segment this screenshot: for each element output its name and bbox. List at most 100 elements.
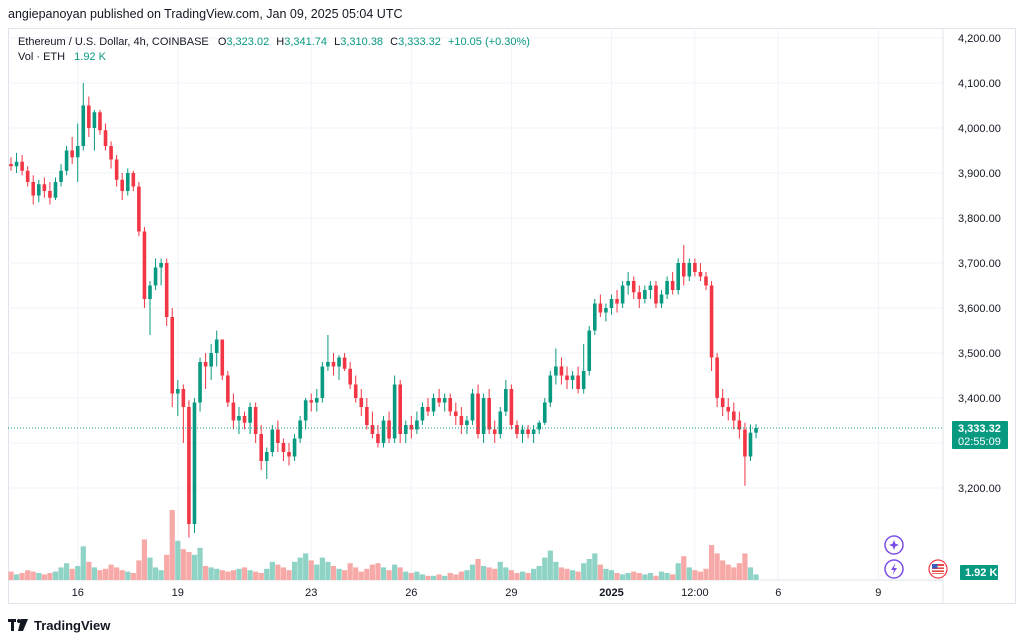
candle-body	[442, 398, 447, 403]
volume-bar	[325, 561, 331, 580]
candle-body	[654, 285, 658, 304]
symbol-title[interactable]: Ethereum / U.S. Dollar, 4h, COINBASE	[18, 36, 209, 48]
candlestick-chart[interactable]: 3,200.003,300.003,400.003,500.003,600.00…	[8, 28, 1016, 604]
low-label: L	[334, 36, 341, 48]
volume-bar	[403, 571, 409, 580]
candle-body	[198, 362, 202, 403]
open-label: O	[217, 36, 227, 48]
price-tick-label: 3,400.00	[958, 393, 1001, 405]
volume-bar	[69, 568, 75, 580]
volume-bar	[708, 545, 715, 580]
candle-body	[587, 330, 592, 371]
candle-body	[337, 357, 341, 367]
volume-bar	[647, 573, 653, 580]
volume-bar	[597, 564, 603, 580]
candle-body	[643, 290, 647, 299]
volume-tag-value: 1.92 K	[965, 567, 997, 579]
volume-bar	[175, 540, 181, 580]
chart-frame[interactable]	[8, 28, 1016, 604]
candle-body	[9, 164, 13, 167]
volume-bar	[581, 563, 587, 580]
candle-body	[387, 420, 391, 439]
volume-bar	[486, 567, 492, 580]
volume-bar	[303, 553, 309, 580]
candle-body	[509, 389, 514, 425]
candle-body	[709, 285, 714, 358]
candle-body	[631, 281, 636, 293]
volume-bar	[358, 571, 364, 580]
volume-bar	[386, 570, 392, 580]
volume-bar	[653, 575, 659, 580]
volume-bar	[442, 575, 448, 580]
volume-bar	[636, 573, 642, 580]
volume-bar	[492, 568, 498, 580]
candle-body	[264, 452, 269, 461]
candle-body	[637, 292, 642, 299]
candle-body	[20, 161, 24, 171]
candle-body	[581, 371, 586, 389]
publish-line: angiepanoyan published on TradingView.co…	[8, 7, 403, 21]
volume-bar	[180, 549, 186, 580]
volume-bar	[408, 573, 414, 580]
candle-body	[748, 432, 753, 457]
candle-body	[681, 263, 686, 277]
candle-body	[415, 420, 419, 430]
volume-bar	[158, 570, 164, 580]
candle-body	[392, 384, 397, 439]
us-flag-icon[interactable]	[928, 559, 948, 579]
volume-bar	[681, 556, 687, 580]
volume-bar	[464, 570, 470, 580]
volume-bar	[364, 568, 370, 580]
last-price-value: 3,333.32	[958, 423, 1001, 435]
candle-body	[270, 429, 275, 452]
candle-body	[665, 281, 669, 295]
candle-body	[348, 368, 352, 385]
candle-body	[409, 425, 414, 430]
candle-body	[515, 425, 519, 434]
volume-bar	[13, 574, 20, 580]
candle-body	[231, 402, 236, 421]
volume-bar	[130, 573, 136, 580]
volume-bar	[642, 574, 648, 580]
volume-bar	[519, 571, 526, 580]
price-tick-label: 4,000.00	[958, 123, 1001, 135]
volume-bar	[152, 567, 159, 580]
candle-body	[192, 402, 197, 524]
candle-body	[125, 173, 130, 191]
change-value: +10.05 (+0.30%)	[447, 36, 530, 48]
candle-body	[131, 173, 136, 187]
volume-bar	[664, 573, 670, 580]
compass-star-icon[interactable]	[884, 535, 904, 555]
candle-body	[693, 263, 697, 272]
candle-body	[25, 170, 30, 182]
candle-body	[253, 407, 258, 434]
time-tick-label: 26	[405, 587, 417, 599]
lightning-icon[interactable]	[884, 559, 904, 579]
volume-bar	[430, 575, 437, 580]
candle-body	[315, 398, 319, 403]
chart-legend: Ethereum / U.S. Dollar, 4h, COINBASE O3,…	[18, 35, 530, 65]
volume-bar	[525, 573, 531, 580]
volume-bar	[86, 561, 92, 580]
volume-bar	[225, 571, 231, 580]
candle-body	[598, 303, 603, 313]
candle-body	[220, 339, 225, 376]
volume-bar	[553, 561, 559, 580]
volume-bar	[236, 568, 242, 580]
candle-body	[342, 357, 347, 369]
candle-body	[298, 420, 302, 439]
volume-bar	[164, 554, 170, 580]
volume-bar	[219, 570, 225, 580]
candle-body	[276, 429, 280, 443]
time-tick-label: 12:00	[681, 587, 709, 599]
candle-body	[431, 398, 436, 412]
candle-body	[376, 434, 380, 443]
volume-bar	[19, 573, 25, 580]
time-tick-label: 19	[172, 587, 184, 599]
legend-volume-row: Vol · ETH 1.92 K	[18, 50, 530, 65]
volume-bar	[380, 567, 387, 580]
volume-bar	[469, 564, 476, 580]
volume-bar	[620, 574, 626, 580]
time-tick-label: 16	[72, 587, 84, 599]
volume-label[interactable]: Vol · ETH	[18, 51, 66, 63]
